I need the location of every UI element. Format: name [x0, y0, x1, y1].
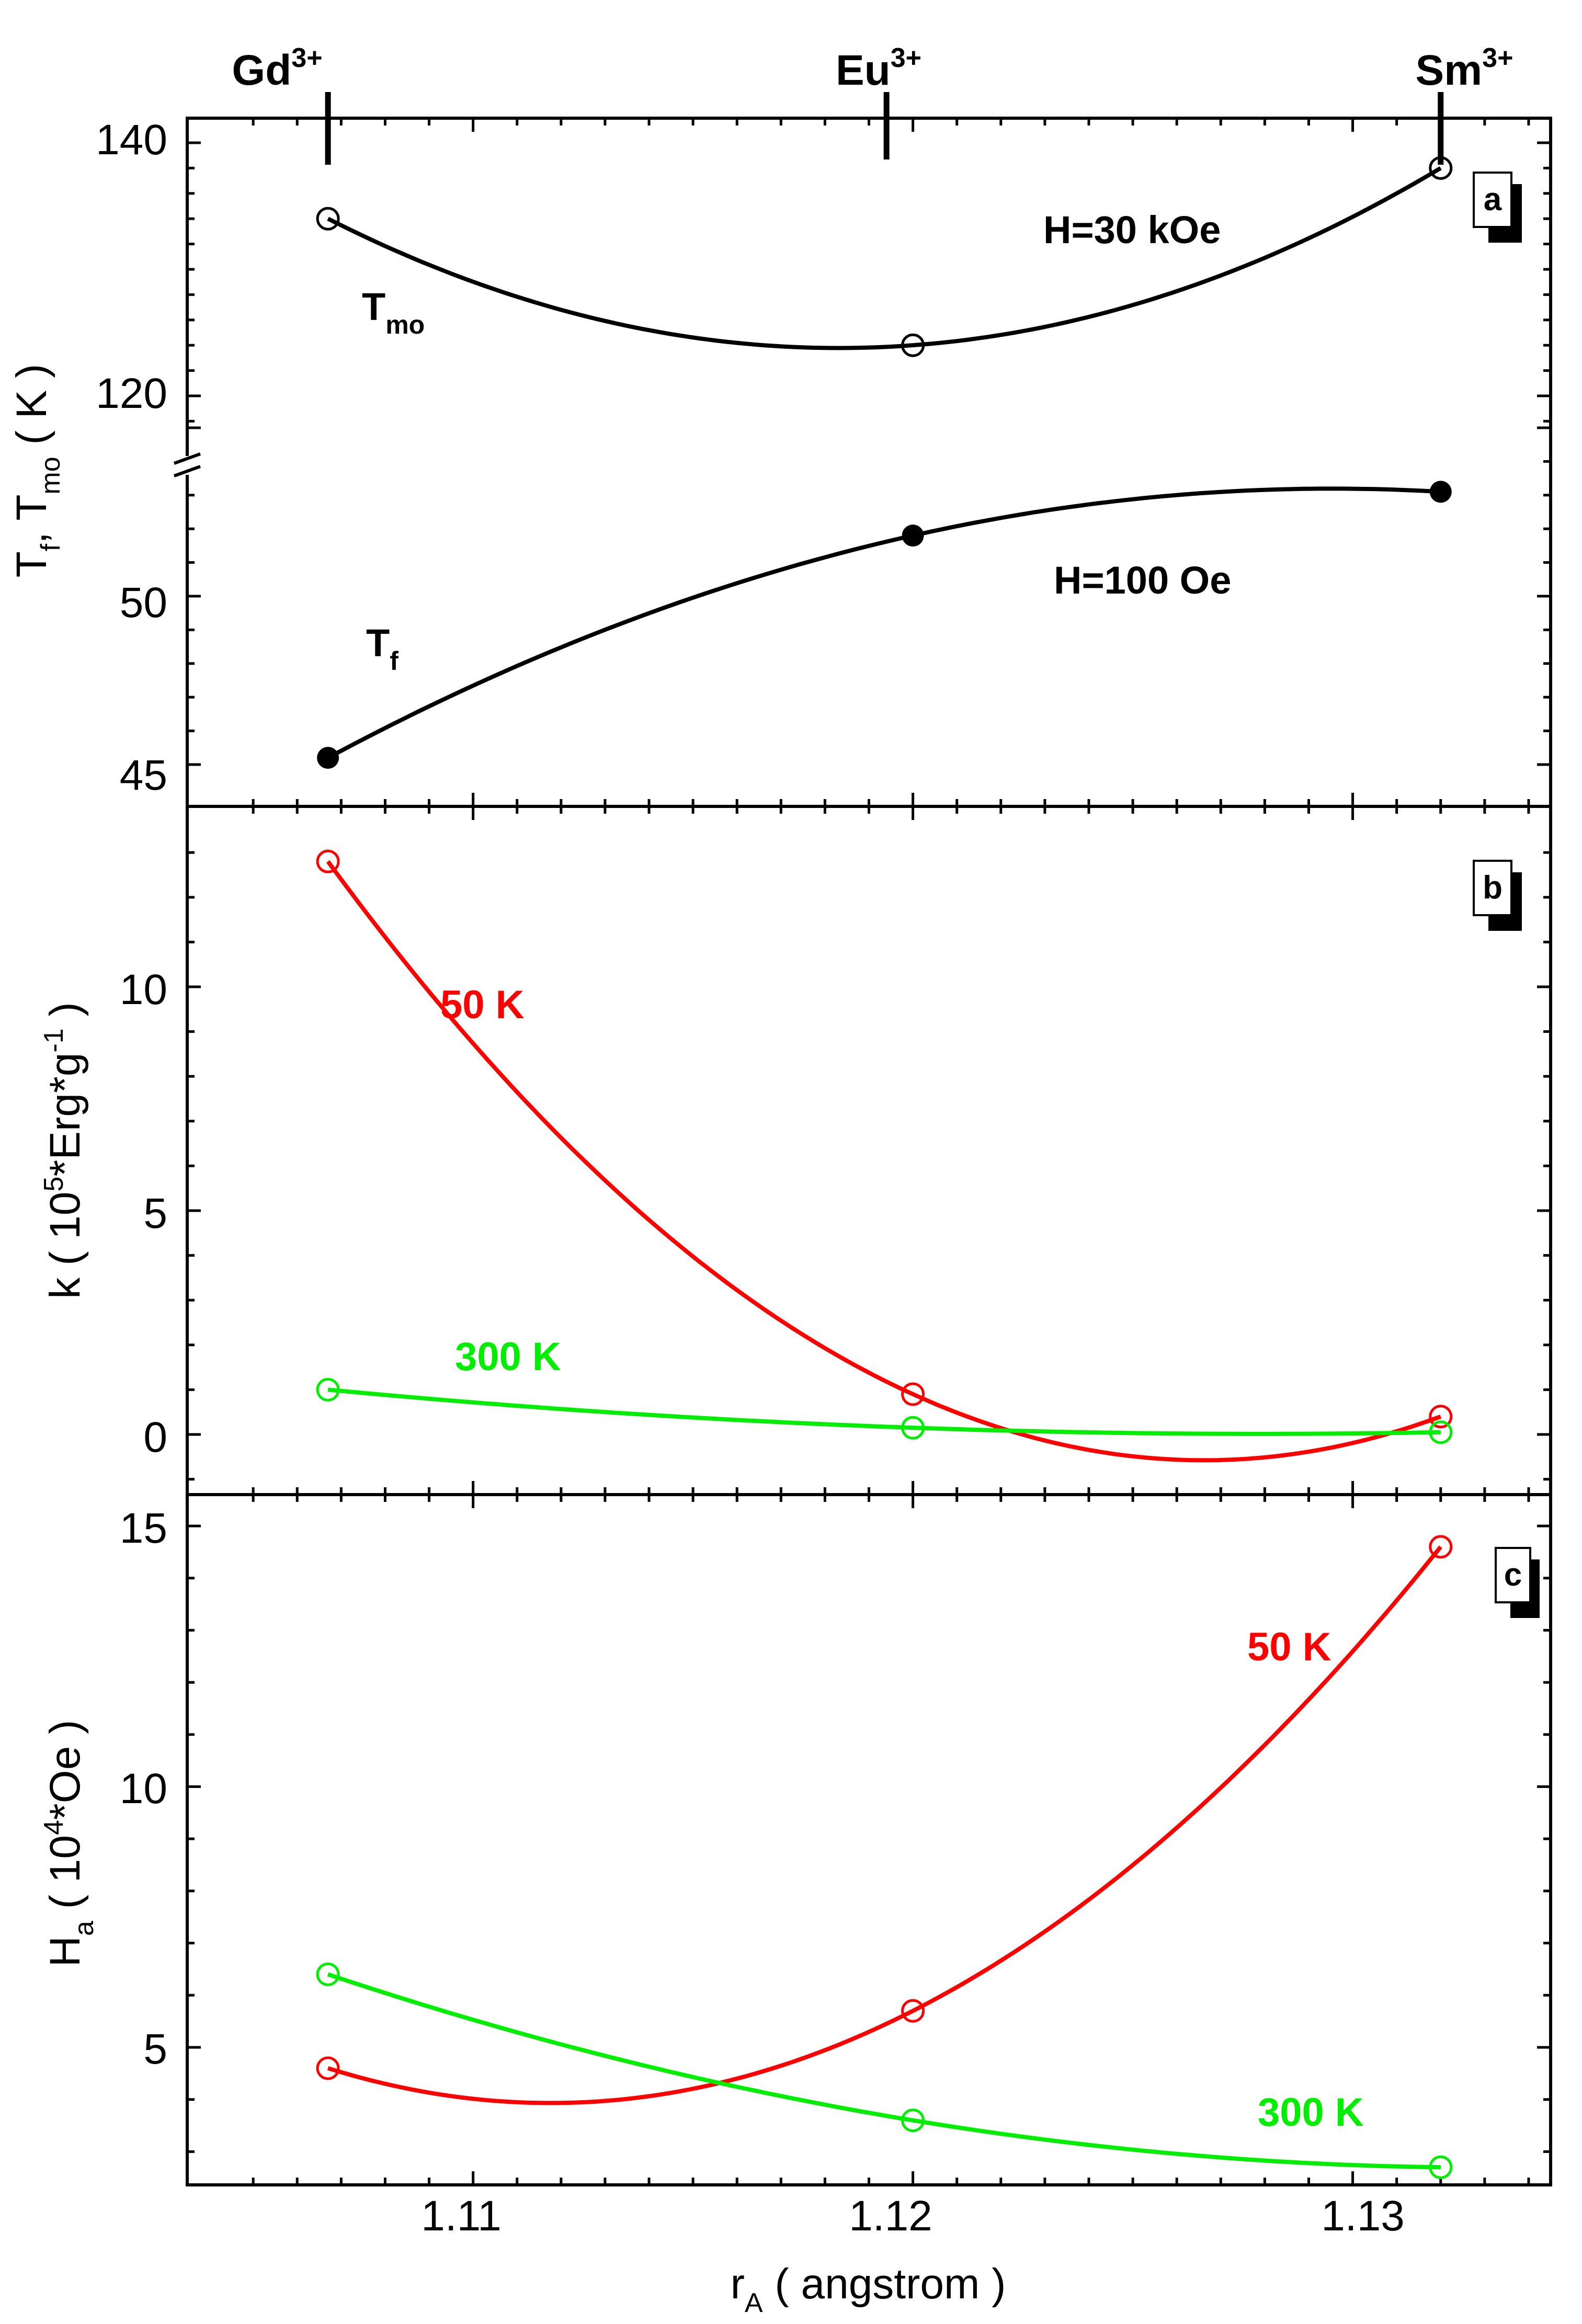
panel-a: 140 120 50 45 Gd3+ Eu3+ Sm3+ Tmo H=30 kO…	[8, 43, 1552, 808]
tf-point	[317, 747, 339, 769]
ha-300k-point	[316, 1962, 340, 1986]
ha-50k-point	[1429, 1535, 1453, 1559]
svg-text:b: b	[1483, 870, 1503, 906]
panel-label-a: a	[1473, 172, 1522, 243]
panel-b: 10 5 0 50 K 300 K b k ( 105*Erg*g-1 )	[39, 805, 1552, 1496]
panel-c-ylabel: Ha ( 104*Oe )	[39, 1720, 99, 1967]
tmo-point	[901, 333, 925, 357]
ha-300k-point	[1429, 2155, 1453, 2179]
tmo-curve	[327, 166, 1442, 350]
series-label-tf: Tf	[366, 621, 399, 676]
panel-b-series	[316, 849, 1453, 1463]
y-axis-break	[173, 452, 201, 477]
panel-a-element-markers	[325, 92, 1444, 165]
element-label-eu: Eu3+	[836, 43, 921, 94]
k-50k-curve	[326, 860, 1442, 1463]
panel-b-grid	[187, 806, 1551, 1495]
field-label-100oe: H=100 Oe	[1054, 559, 1231, 602]
element-label-gd: Gd3+	[232, 43, 322, 94]
k-300k-point	[1429, 1420, 1453, 1444]
panel-a-series	[316, 156, 1453, 769]
tf-point	[1429, 481, 1452, 503]
series-label-tmo: Tmo	[362, 285, 425, 339]
ha-50k-point	[901, 1999, 925, 2023]
panel-c-xtick-label: 1.12	[849, 2192, 932, 2240]
panel-c-ytick-label: 15	[120, 1505, 167, 1552]
tf-point	[902, 525, 924, 547]
panel-b-ytick-label: 0	[143, 1414, 167, 1461]
tf-curve	[327, 486, 1441, 760]
panel-c-grid	[187, 1495, 1551, 2185]
panel-c-series	[316, 1535, 1453, 2179]
panel-c-xtick-label: 1.13	[1321, 2192, 1405, 2240]
k-50k-point	[316, 849, 340, 873]
series-label-50k: 50 K	[1247, 1625, 1331, 1669]
element-label-sm: Sm3+	[1416, 43, 1513, 94]
panel-c-xtick-label: 1.11	[421, 2192, 502, 2240]
svg-text:c: c	[1504, 1557, 1522, 1593]
panel-a-ytick-label: 50	[120, 579, 167, 626]
ha-50k-point	[316, 2056, 340, 2080]
panel-b-ytick-label: 10	[120, 966, 167, 1013]
ha-300k-curve	[327, 1972, 1441, 2170]
k-50k-point	[901, 1382, 925, 1406]
panel-label-c: c	[1495, 1547, 1540, 1618]
field-label-30koe: H=30 kOe	[1043, 208, 1221, 252]
tmo-point	[316, 207, 340, 231]
panel-c-ytick-label: 5	[143, 2025, 167, 2073]
panel-a-ytick-label: 140	[96, 116, 167, 164]
ha-300k-point	[901, 2109, 925, 2133]
svg-text:a: a	[1484, 181, 1502, 218]
ha-50k-curve	[327, 1545, 1442, 2105]
k-300k-point	[316, 1377, 340, 1402]
k-50k-point	[1429, 1405, 1453, 1429]
series-label-50k: 50 K	[440, 983, 525, 1027]
tmo-point	[1429, 156, 1453, 180]
panel-a-ytick-label: 45	[120, 751, 167, 799]
k-300k-point	[901, 1416, 925, 1440]
panel-c: 15 10 5 1.11 1.12 1.13 50 K 300 K c Ha (…	[39, 1493, 1552, 2318]
series-label-300k: 300 K	[455, 1335, 561, 1379]
panel-a-ylabel: Tf, Tmo ( K )	[8, 364, 66, 578]
k-300k-curve	[327, 1387, 1441, 1436]
panel-c-ytick-label: 10	[120, 1765, 167, 1813]
series-label-300k: 300 K	[1258, 2090, 1364, 2135]
panel-label-b: b	[1473, 860, 1522, 931]
panel-a-ytick-label: 120	[96, 370, 167, 417]
panel-b-ytick-label: 5	[143, 1190, 167, 1237]
panel-b-ylabel: k ( 105*Erg*g-1 )	[39, 1002, 89, 1298]
panel-c-xlabel: rA ( angstrom )	[731, 2260, 1006, 2318]
